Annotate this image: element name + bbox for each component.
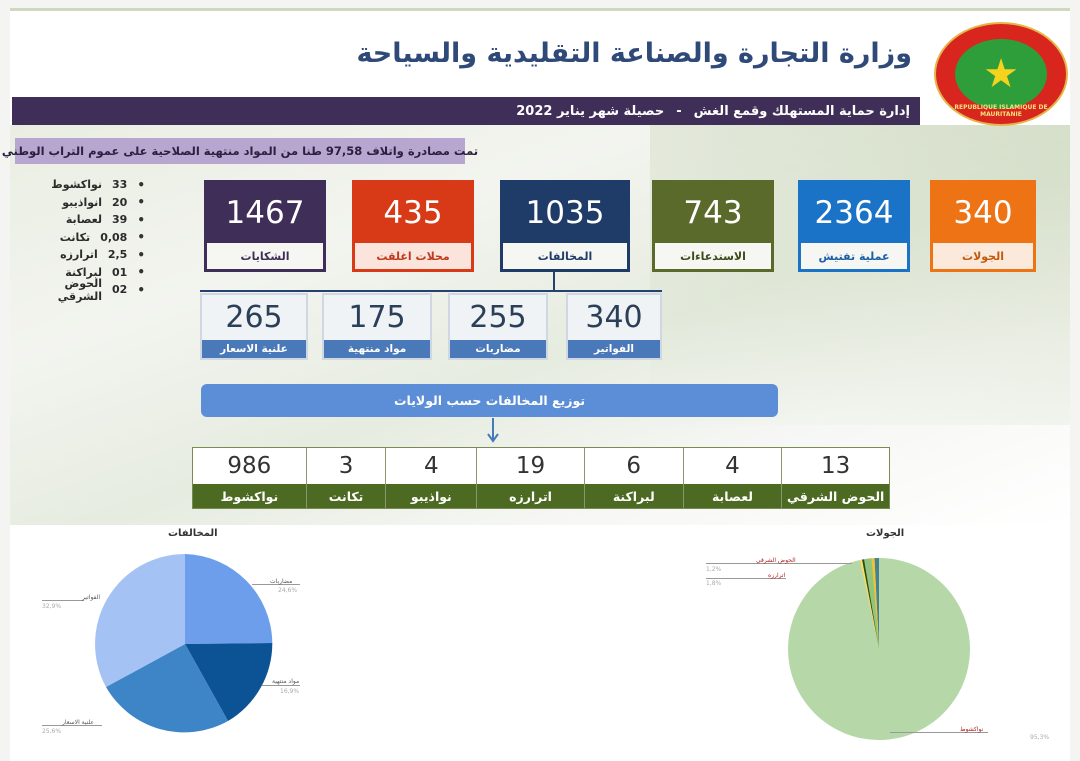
kpi-label: محلات اغلقت — [355, 243, 471, 269]
violations-pie-chart — [95, 554, 273, 733]
kpi-value: 2364 — [814, 195, 894, 231]
pie-label: الفواتير — [82, 594, 101, 601]
report-period: حصيلة شهر يناير 2022 — [516, 103, 665, 119]
sub-value: 175 — [348, 300, 406, 335]
sub-value: 255 — [469, 300, 527, 335]
seizure-note: تمت مصادرة واتلاف 97,58 طنا من المواد من… — [2, 138, 478, 164]
department-name: إدارة حماية المستهلك وقمع الغش — [693, 103, 910, 119]
header-band: إدارة حماية المستهلك وقمع الغش - حصيلة ش… — [12, 97, 920, 125]
tours-pie-chart — [788, 557, 970, 740]
separator: - — [676, 103, 682, 119]
arrow-down-icon — [487, 418, 499, 443]
kpi-complaints: 1467 الشكايات — [204, 180, 326, 272]
leader-line — [252, 584, 300, 585]
kpi-value: 435 — [383, 195, 443, 231]
region-cell: 13 الحوض الشرقي — [781, 448, 889, 508]
leader-line — [42, 600, 84, 601]
kpi-label: عملية تفتيش — [801, 243, 907, 269]
distribution-title: توزيع المخالفات حسب الولايات — [201, 384, 778, 417]
pie-label: نواكشوط — [960, 726, 984, 733]
region-cell: 4 نواذيبو — [385, 448, 477, 508]
pie-percent: 25,6% — [42, 728, 62, 735]
kpi-label: الجولات — [933, 243, 1033, 269]
pie-percent: 1,8% — [706, 580, 722, 587]
kpi-inspections: 2364 عملية تفتيش — [798, 180, 910, 272]
region-cell: 986 نواكشوط — [193, 448, 306, 508]
kpi-summons: 743 الاستدعاءات — [652, 180, 774, 272]
connector-line — [200, 290, 662, 292]
connector-line — [553, 272, 555, 291]
region-distribution-table: 13 الحوض الشرقي 4 لعصابة 6 لبراكنة 19 اترارز… — [192, 447, 890, 509]
violation-invoices: 340 الفواتير — [566, 293, 662, 360]
kpi-label: الاستدعاءات — [655, 243, 771, 269]
kpi-violations: 1035 المخالفات — [500, 180, 630, 272]
pie-label: مواد منتهية — [272, 678, 300, 685]
kpi-value: 1035 — [525, 195, 605, 231]
pie-percent: 16,9% — [280, 688, 300, 695]
pie-label: اترارزه — [768, 572, 786, 579]
pie-label: الحوض الشرقي — [756, 557, 796, 564]
violation-speculation: 255 مضاربات — [448, 293, 548, 360]
region-cell: 6 لبراكنة — [583, 448, 683, 508]
kpi-value: 743 — [683, 195, 743, 231]
pie-percent: 1,2% — [706, 566, 722, 573]
kpi-shops-closed: 435 محلات اغلقت — [352, 180, 474, 272]
kpi-label: المخالفات — [503, 243, 627, 269]
leader-line — [262, 685, 300, 686]
kpi-value: 340 — [953, 195, 1013, 231]
pie-percent: 32,9% — [42, 603, 62, 610]
mauritania-emblem-icon: ★ REPUBLIQUE ISLAMIQUE DE MAURITANIE — [934, 22, 1068, 126]
star-icon: ★ — [955, 39, 1047, 109]
leader-line — [42, 725, 102, 726]
sub-value: 340 — [585, 300, 643, 335]
violation-expired-goods: 175 مواد منتهية — [322, 293, 432, 360]
region-cell: 19 اترارزه — [476, 448, 584, 508]
region-cell: 3 تكانت — [305, 448, 386, 508]
pie-percent: 24,6% — [278, 587, 298, 594]
kpi-value: 1467 — [225, 195, 305, 231]
region-cell: 4 لعصابة — [682, 448, 782, 508]
leader-line — [706, 578, 786, 579]
violation-price-display: 265 علنية الاسعار — [200, 293, 308, 360]
pie-percent: 95,3% — [1030, 734, 1050, 741]
tours-chart-title: الجولات — [866, 528, 905, 539]
pie-label: علنية الاسعار — [62, 719, 95, 726]
kpi-tours: 340 الجولات — [930, 180, 1036, 272]
leader-line — [706, 563, 852, 564]
sub-label: مضاربات — [450, 340, 546, 358]
pie-label: مضاربات — [270, 578, 293, 585]
page-title: وزارة التجارة والصناعة التقليدية والسياح… — [356, 38, 912, 69]
sub-label: مواد منتهية — [324, 340, 430, 358]
sub-value: 265 — [225, 300, 283, 335]
sub-label: علنية الاسعار — [202, 340, 306, 358]
violations-chart-title: المخالفات — [168, 528, 218, 539]
leader-line — [890, 732, 988, 733]
kpi-label: الشكايات — [207, 243, 323, 269]
sub-label: الفواتير — [568, 340, 660, 358]
emblem-caption: REPUBLIQUE ISLAMIQUE DE MAURITANIE — [954, 104, 1048, 118]
